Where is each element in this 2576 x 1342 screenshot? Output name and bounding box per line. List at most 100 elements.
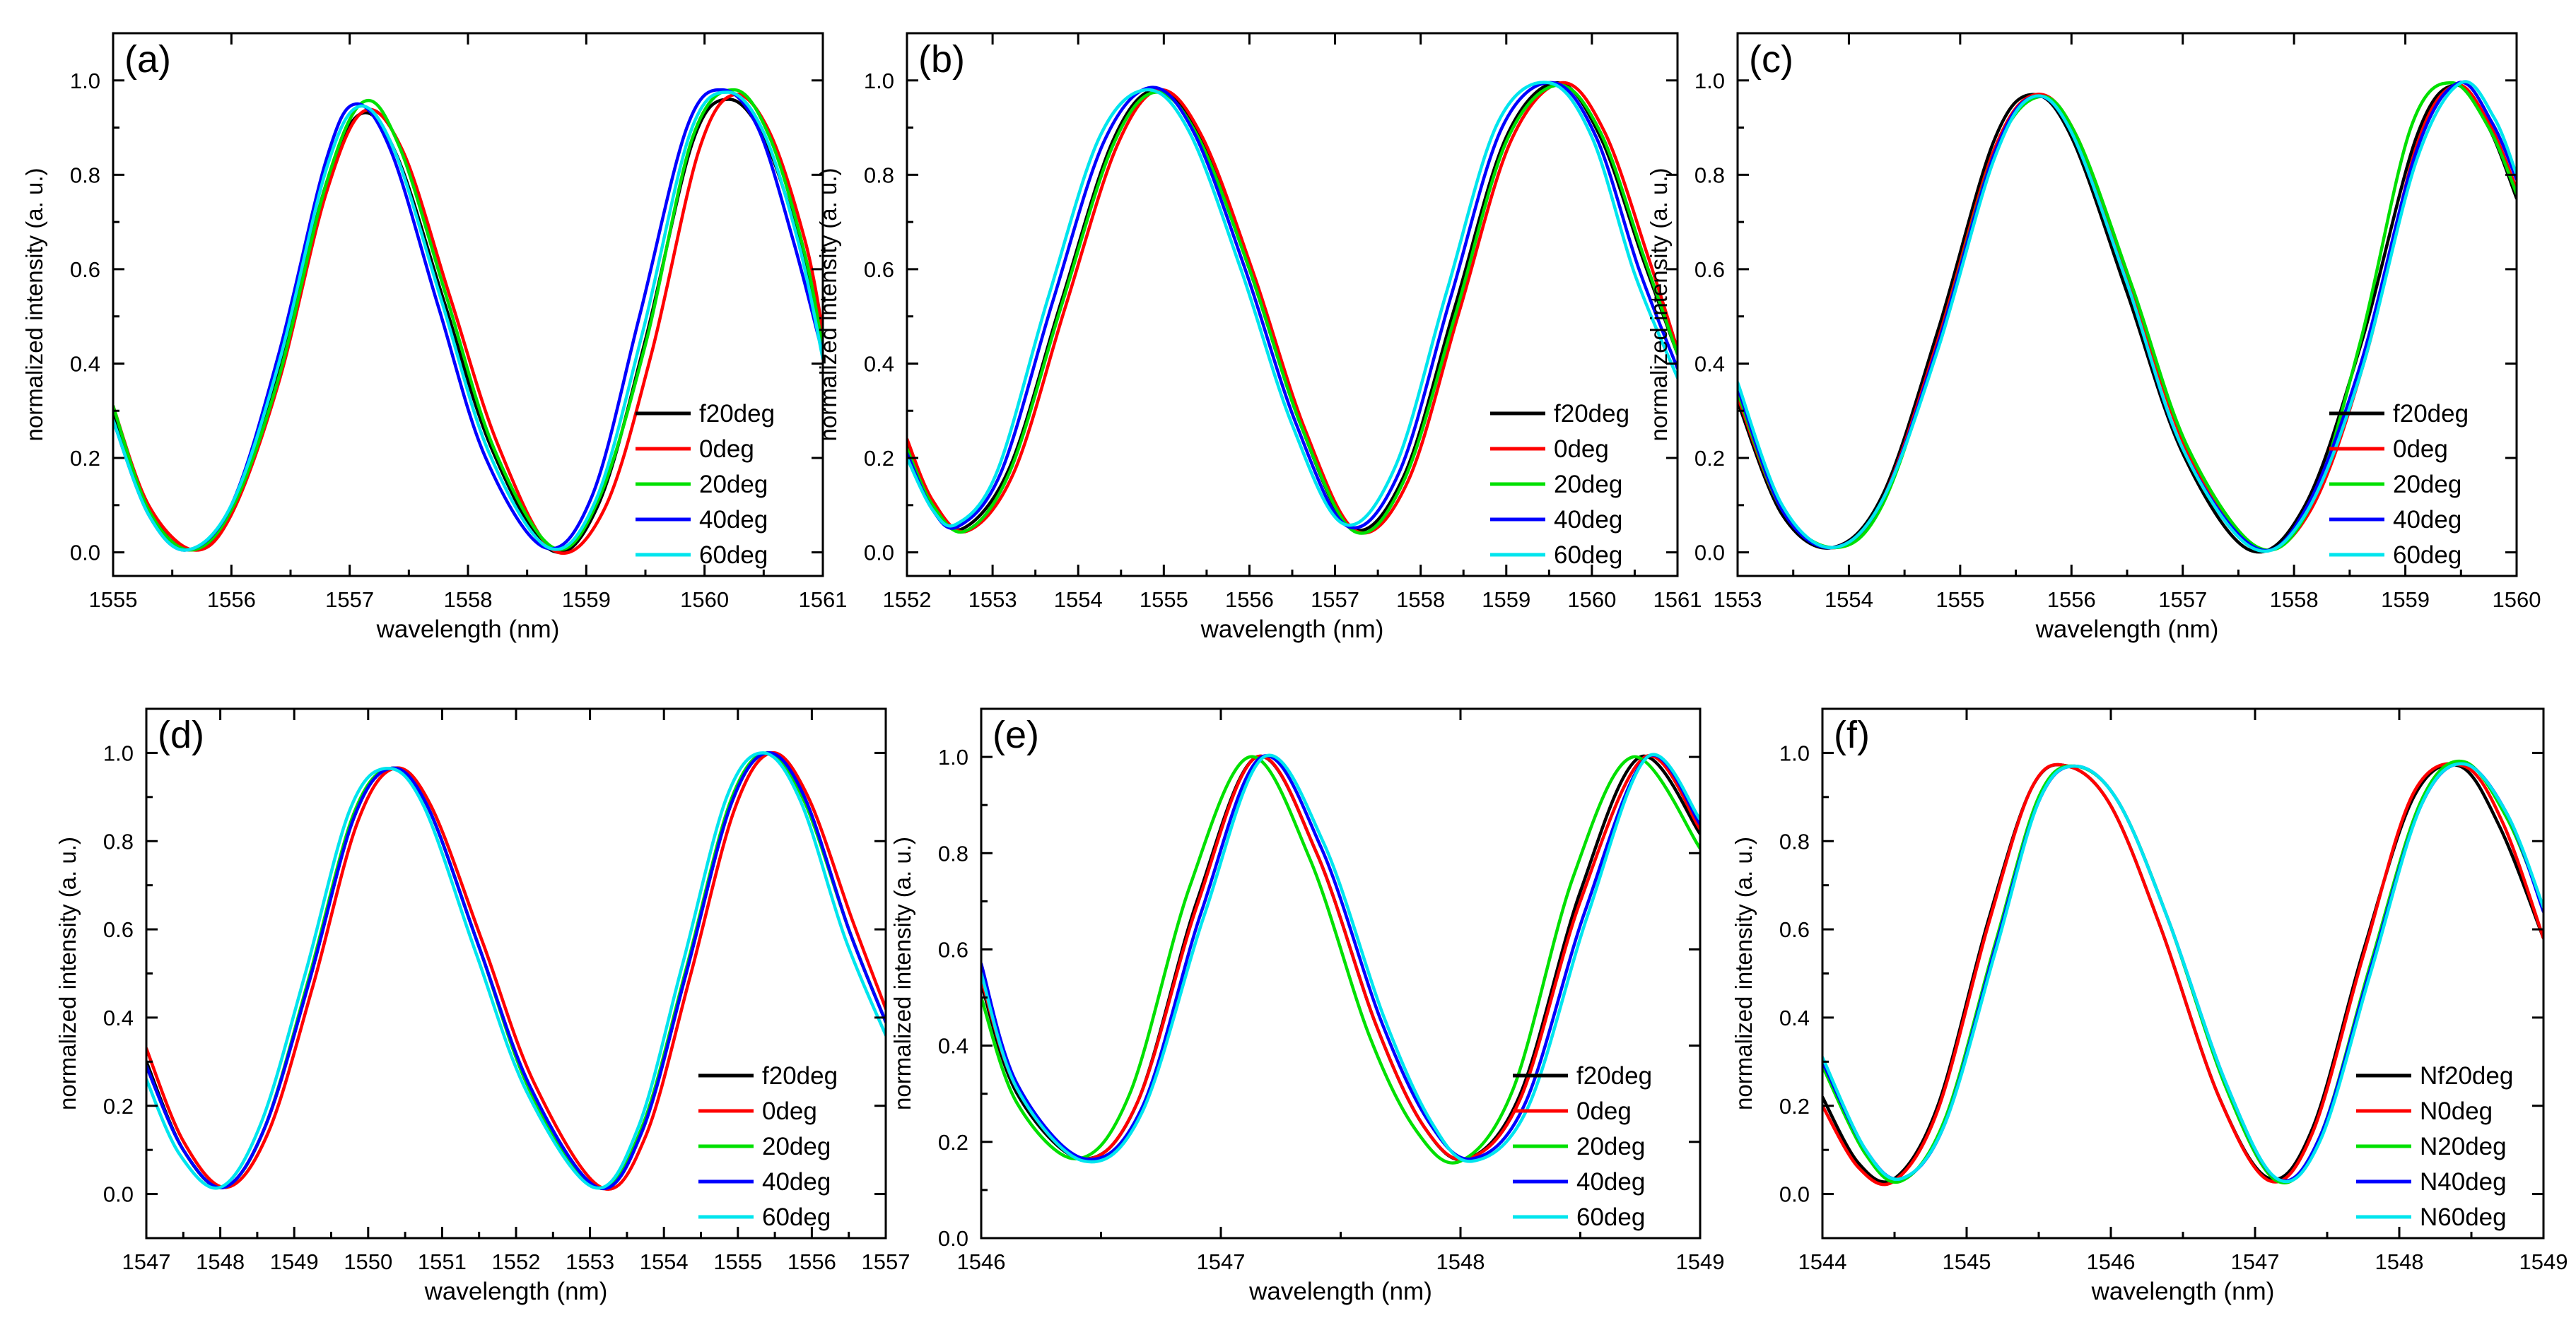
x-tick-label: 1549 <box>2519 1249 2568 1274</box>
legend-label: N40deg <box>2420 1168 2507 1196</box>
x-tick-label: 1550 <box>344 1249 392 1274</box>
x-tick-label: 1553 <box>566 1249 614 1274</box>
series-line-60deg <box>146 751 886 1190</box>
x-axis-label: wavelength (nm) <box>376 616 560 643</box>
x-axis-label: wavelength (nm) <box>1248 1278 1432 1305</box>
legend-label: 60deg <box>762 1203 831 1231</box>
panel-label: (d) <box>158 714 204 756</box>
series-line-20deg <box>113 88 823 552</box>
y-tick-label: 1.0 <box>1694 69 1725 93</box>
series-group <box>1738 80 2517 554</box>
legend-label: 0deg <box>1554 435 1609 463</box>
y-tick-label: 0.4 <box>938 1034 968 1059</box>
y-tick-label: 0.4 <box>1694 351 1725 376</box>
x-tick-label: 1554 <box>1825 587 1873 612</box>
legend-label: 40deg <box>699 506 768 534</box>
x-tick-label: 1545 <box>1943 1249 1991 1274</box>
panel-d: 1547 1548 1549 1550 1551 1552 1553 1554 1555 1556… <box>54 707 910 1305</box>
series-group <box>146 751 886 1191</box>
y-tick-label: 1.0 <box>864 69 894 93</box>
x-tick-label: 1554 <box>640 1249 689 1274</box>
legend-label: 0deg <box>699 435 754 463</box>
y-axis-label: normalized intensity (a. u.) <box>54 837 81 1110</box>
legend-label: 40deg <box>1554 506 1622 534</box>
x-tick-label: 1552 <box>492 1249 541 1274</box>
x-tick-label: 1559 <box>562 587 611 612</box>
y-tick-label: 0.4 <box>864 351 894 376</box>
series-line-20deg <box>981 755 1700 1165</box>
x-tick-label: 1551 <box>418 1249 467 1274</box>
x-tick-label: 1552 <box>883 587 932 612</box>
x-tick-label: 1558 <box>2270 587 2319 612</box>
legend-label: f20deg <box>762 1062 838 1090</box>
series-line-60deg <box>113 90 823 552</box>
legend-label: 40deg <box>762 1168 831 1196</box>
legend: f20deg 0deg 20deg 40deg 60deg <box>1490 400 1629 569</box>
x-tick-label: 1558 <box>444 587 493 612</box>
x-tick-label: 1555 <box>89 587 138 612</box>
series-group <box>113 88 823 555</box>
y-tick-label: 0.8 <box>1694 163 1725 187</box>
series-line-0deg <box>981 754 1700 1162</box>
x-tick-label: 1560 <box>680 587 729 612</box>
legend-label: 0deg <box>1576 1097 1632 1125</box>
x-tick-label: 1547 <box>122 1249 171 1274</box>
legend-label: 40deg <box>1576 1168 1645 1196</box>
y-tick-label: 1.0 <box>1779 741 1810 765</box>
x-tick-label: 1559 <box>1482 587 1530 612</box>
series-line-40deg <box>907 81 1678 530</box>
y-tick-label: 0.2 <box>938 1130 968 1155</box>
legend-label: 60deg <box>1576 1203 1645 1231</box>
legend-label: 20deg <box>1576 1133 1645 1160</box>
y-tick-label: 0.0 <box>938 1226 968 1251</box>
legend-label: N20deg <box>2420 1133 2507 1160</box>
series-group <box>907 81 1678 535</box>
x-axis-label: wavelength (nm) <box>1200 616 1384 643</box>
y-axis-label: normalized intensity (a. u.) <box>815 168 841 442</box>
legend-label: 60deg <box>699 541 768 569</box>
x-axis-label: wavelength (nm) <box>424 1278 608 1305</box>
series-group <box>1822 759 2543 1187</box>
y-tick-label: 0.0 <box>70 541 100 565</box>
y-tick-label: 0.0 <box>103 1182 134 1207</box>
x-tick-label: 1555 <box>713 1249 762 1274</box>
y-tick-label: 1.0 <box>70 69 100 93</box>
y-tick-label: 0.2 <box>1779 1094 1810 1119</box>
y-tick-label: 0.6 <box>70 257 100 282</box>
y-tick-label: 0.8 <box>938 841 968 866</box>
y-tick-label: 0.8 <box>1779 829 1810 854</box>
y-tick-label: 0.2 <box>70 446 100 471</box>
x-tick-label: 1561 <box>799 587 848 612</box>
y-tick-label: 0.2 <box>864 446 894 471</box>
x-tick-label: 1556 <box>207 587 256 612</box>
legend-label: Nf20deg <box>2420 1062 2513 1090</box>
x-tick-label: 1553 <box>1714 587 1762 612</box>
legend-label: 20deg <box>699 471 768 498</box>
y-axis-label: normalized intensity (a. u.) <box>889 837 915 1110</box>
y-tick-label: 0.0 <box>864 541 894 565</box>
series-line-0deg <box>113 93 823 555</box>
series-line-f20deg <box>1738 83 2517 554</box>
legend-label: f20deg <box>2393 400 2469 428</box>
y-tick-label: 0.8 <box>70 163 100 187</box>
y-tick-label: 0.6 <box>1694 257 1725 282</box>
x-tick-label: 1556 <box>1225 587 1274 612</box>
legend-label: 20deg <box>2393 471 2461 498</box>
series-line-60deg <box>981 753 1700 1164</box>
y-tick-label: 0.4 <box>70 351 100 376</box>
panel-label: (f) <box>1834 714 1870 756</box>
legend-label: f20deg <box>1554 400 1629 428</box>
x-tick-label: 1553 <box>968 587 1017 612</box>
legend-label: 60deg <box>1554 541 1622 569</box>
series-group <box>981 753 1700 1165</box>
legend-label: f20deg <box>1576 1062 1652 1090</box>
x-tick-label: 1560 <box>2493 587 2541 612</box>
x-tick-label: 1557 <box>1311 587 1359 612</box>
x-tick-label: 1547 <box>2231 1249 2280 1274</box>
panel-b: 1552 1553 1554 1555 1556 1557 1558 1559 1560 1561… <box>815 32 1702 643</box>
y-tick-label: 0.6 <box>1779 917 1810 942</box>
y-tick-label: 0.6 <box>938 937 968 962</box>
panel-label: (e) <box>993 714 1039 756</box>
panel-label: (b) <box>918 38 965 81</box>
